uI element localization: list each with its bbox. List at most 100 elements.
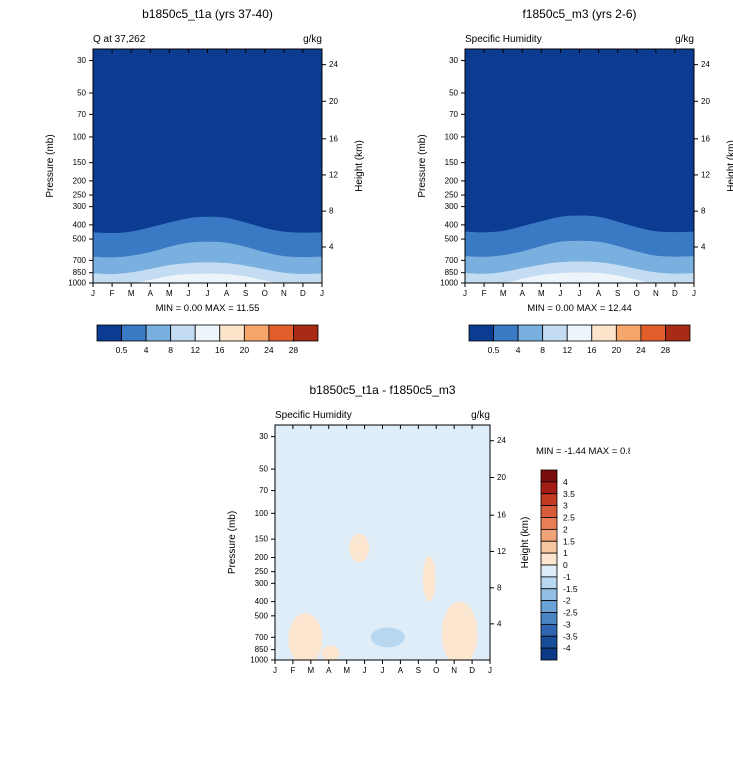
colorbar-label: 8: [540, 345, 545, 355]
contour-field: [465, 49, 694, 283]
pressure-tick-label: 30: [77, 56, 86, 65]
anomaly-blob: [422, 555, 436, 602]
contour-band-8: [465, 261, 694, 283]
pressure-tick-label: 700: [73, 256, 87, 265]
month-tick-label: N: [653, 289, 659, 298]
pressure-tick-label: 70: [77, 110, 86, 119]
colorbar-cell: [591, 324, 617, 342]
pressure-tick-label: 850: [445, 268, 459, 277]
panel-right-chart: J F M A M J J A S O N D J 30 50 70 100 150 200 250 300 400 500…: [417, 7, 733, 355]
pressure-tick-label: 400: [255, 597, 269, 606]
pressure-tick-label: 50: [449, 88, 458, 97]
panel-title: b1850c5_t1a - f1850c5_m3: [309, 383, 455, 397]
colorbar-label: -1: [563, 572, 571, 582]
colorbar-cell: [540, 517, 558, 530]
month-tick-label: A: [224, 289, 230, 298]
height-tick-label: 24: [497, 436, 506, 445]
colorbar-cell: [468, 324, 494, 342]
pressure-tick-label: 1000: [250, 656, 268, 665]
month-tick-label: A: [398, 666, 404, 675]
month-tick-label: J: [381, 666, 385, 675]
colorbar-label: 4: [516, 345, 521, 355]
month-tick-label: S: [416, 666, 421, 675]
month-tick-label: J: [578, 289, 582, 298]
plot-layer: J F M A M J J A S O N D J 30 50 70 100 150 200 250 300 400 500…: [440, 48, 710, 355]
height-tick-label: 24: [701, 60, 710, 69]
colorbar-cell: [219, 324, 245, 342]
colorbar-label: -2: [563, 596, 571, 606]
pressure-tick-label: 50: [259, 465, 268, 474]
pressure-tick-label: 850: [255, 645, 269, 654]
colorbar-cell: [540, 469, 558, 483]
colorbar-cell: [145, 324, 172, 342]
pressure-tick-label: 150: [255, 535, 269, 544]
colorbar-label: 1.5: [563, 536, 575, 546]
pressure-tick-label: 1000: [440, 279, 458, 288]
plot-layer: J F M A M J J A S O N D J 30 50 70 100 150 200 250 300 400 500…: [68, 48, 338, 355]
pressure-tick-label: 100: [255, 509, 269, 518]
colorbar-cell: [540, 552, 558, 566]
colorbar-label: 4: [563, 477, 568, 487]
pressure-tick-label: 150: [73, 158, 87, 167]
month-tick-label: J: [91, 289, 95, 298]
pressure-tick-label: 300: [445, 202, 459, 211]
colorbar-label: -1.5: [563, 584, 578, 594]
panel-title: b1850c5_t1a (yrs 37-40): [142, 7, 273, 21]
panel-difference-chart: J F M A M J J A S O N D J305070100150200250300400500…: [227, 383, 630, 675]
height-tick-label: 16: [329, 134, 338, 143]
pressure-tick-label: 70: [449, 110, 458, 119]
month-tick-label: J: [186, 289, 190, 298]
anomaly-blob: [321, 645, 340, 660]
month-tick-label: J: [320, 289, 324, 298]
pressure-tick-label: 50: [77, 88, 86, 97]
month-tick-label: A: [520, 289, 526, 298]
height-tick-label: 8: [497, 583, 502, 592]
height-tick-label: 12: [329, 170, 338, 179]
colorbar-cell: [540, 540, 558, 554]
pressure-tick-label: 500: [445, 235, 459, 244]
colorbar-cell: [96, 324, 122, 342]
colorbar-cell: [540, 528, 558, 542]
height-tick-label: 16: [497, 511, 506, 520]
month-tick-label: J: [463, 289, 467, 298]
colorbar-cell: [566, 324, 593, 342]
pressure-tick-label: 30: [449, 56, 458, 65]
minmax-label: MIN = 0.00 MAX = 12.44: [527, 303, 632, 314]
colorbar-cell: [540, 647, 558, 661]
panel-subtitle: Q at 37,262: [93, 34, 146, 45]
month-tick-label: M: [128, 289, 135, 298]
height-tick-label: 4: [329, 243, 334, 252]
panel-left-chart: J F M A M J J A S O N D J 30 50 70 100 150 200 250 300 400 500…: [45, 7, 365, 355]
colorbar-cell: [540, 600, 558, 613]
height-tick-label: 4: [701, 243, 706, 252]
y-axis-label-right: Height (km): [520, 517, 531, 569]
pressure-tick-label: 100: [73, 132, 87, 141]
anomaly-blob: [441, 601, 478, 660]
month-tick-label: J: [558, 289, 562, 298]
colorbar-cell: [540, 612, 558, 625]
colorbar-cell: [121, 324, 147, 342]
colorbar-label: -3.5: [563, 631, 578, 641]
pressure-tick-label: 100: [445, 132, 459, 141]
pressure-tick-label: 700: [255, 633, 269, 642]
height-tick-label: 20: [497, 473, 506, 482]
colorbar-label: 3: [563, 501, 568, 511]
month-tick-label: S: [615, 289, 620, 298]
colorbar-label: 20: [240, 345, 250, 355]
month-tick-label: O: [433, 666, 439, 675]
month-tick-label: J: [273, 666, 277, 675]
month-tick-label: F: [110, 289, 115, 298]
panel-subtitle: Specific Humidity: [465, 34, 542, 45]
pressure-tick-label: 1000: [68, 279, 86, 288]
month-tick-label: N: [451, 666, 457, 675]
colorbar-label: 16: [215, 345, 225, 355]
colorbar-cell: [243, 324, 270, 342]
month-tick-label: A: [148, 289, 154, 298]
month-tick-label: O: [262, 289, 268, 298]
pressure-tick-label: 400: [73, 220, 87, 229]
y-axis-label-left: Pressure (mb): [45, 134, 56, 197]
pressure-tick-label: 500: [255, 611, 269, 620]
month-tick-label: J: [692, 289, 696, 298]
colorbar-cell: [540, 564, 558, 578]
